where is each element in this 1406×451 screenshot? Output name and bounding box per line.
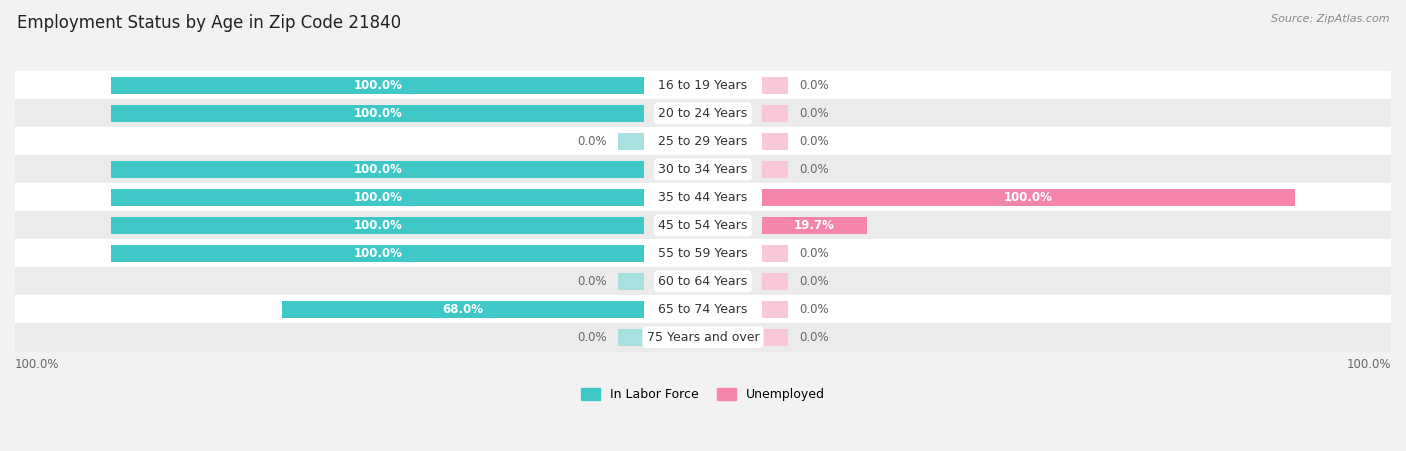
Bar [762,77,789,94]
Bar [762,189,1295,206]
Text: 100.0%: 100.0% [353,163,402,176]
Text: 100.0%: 100.0% [353,107,402,120]
Text: 19.7%: 19.7% [794,219,835,232]
Text: 0.0%: 0.0% [799,331,828,344]
Bar [762,273,789,290]
Text: 60 to 64 Years: 60 to 64 Years [658,275,748,288]
Bar [15,323,1391,351]
Bar [762,245,789,262]
Bar [15,211,1391,239]
Text: 100.0%: 100.0% [353,191,402,204]
Text: 65 to 74 Years: 65 to 74 Years [658,303,748,316]
Text: 100.0%: 100.0% [15,358,59,371]
Bar [15,99,1391,127]
Text: 100.0%: 100.0% [1347,358,1391,371]
Bar [111,217,644,234]
Text: 55 to 59 Years: 55 to 59 Years [658,247,748,260]
Text: 0.0%: 0.0% [799,107,828,120]
Text: 0.0%: 0.0% [578,275,607,288]
Text: 0.0%: 0.0% [799,247,828,260]
Text: 0.0%: 0.0% [799,275,828,288]
Text: 0.0%: 0.0% [799,79,828,92]
Text: 45 to 54 Years: 45 to 54 Years [658,219,748,232]
Bar [15,239,1391,267]
Bar [762,161,789,178]
Bar [15,155,1391,183]
Text: 30 to 34 Years: 30 to 34 Years [658,163,748,176]
Bar [762,133,789,150]
Text: 0.0%: 0.0% [799,135,828,148]
Text: 100.0%: 100.0% [353,247,402,260]
Text: Source: ZipAtlas.com: Source: ZipAtlas.com [1271,14,1389,23]
Bar [617,273,644,290]
Bar [111,245,644,262]
Text: 35 to 44 Years: 35 to 44 Years [658,191,748,204]
Text: 100.0%: 100.0% [353,219,402,232]
Bar [617,133,644,150]
Text: 100.0%: 100.0% [1004,191,1053,204]
Bar [15,183,1391,211]
Text: 20 to 24 Years: 20 to 24 Years [658,107,748,120]
Text: 0.0%: 0.0% [578,331,607,344]
Text: 16 to 19 Years: 16 to 19 Years [658,79,748,92]
Bar [617,329,644,345]
Text: 68.0%: 68.0% [443,303,484,316]
Bar [762,329,789,345]
Bar [111,189,644,206]
Text: 0.0%: 0.0% [578,135,607,148]
Text: 75 Years and over: 75 Years and over [647,331,759,344]
Bar [762,217,866,234]
Bar [15,267,1391,295]
Bar [15,295,1391,323]
Bar [111,105,644,122]
Text: 100.0%: 100.0% [353,79,402,92]
Bar [111,77,644,94]
Text: Employment Status by Age in Zip Code 21840: Employment Status by Age in Zip Code 218… [17,14,401,32]
Bar [111,161,644,178]
Bar [15,127,1391,155]
Bar [762,105,789,122]
Bar [281,301,644,318]
Text: 0.0%: 0.0% [799,163,828,176]
Text: 0.0%: 0.0% [799,303,828,316]
Text: 25 to 29 Years: 25 to 29 Years [658,135,748,148]
Bar [15,71,1391,99]
Legend: In Labor Force, Unemployed: In Labor Force, Unemployed [581,388,825,401]
Bar [762,301,789,318]
